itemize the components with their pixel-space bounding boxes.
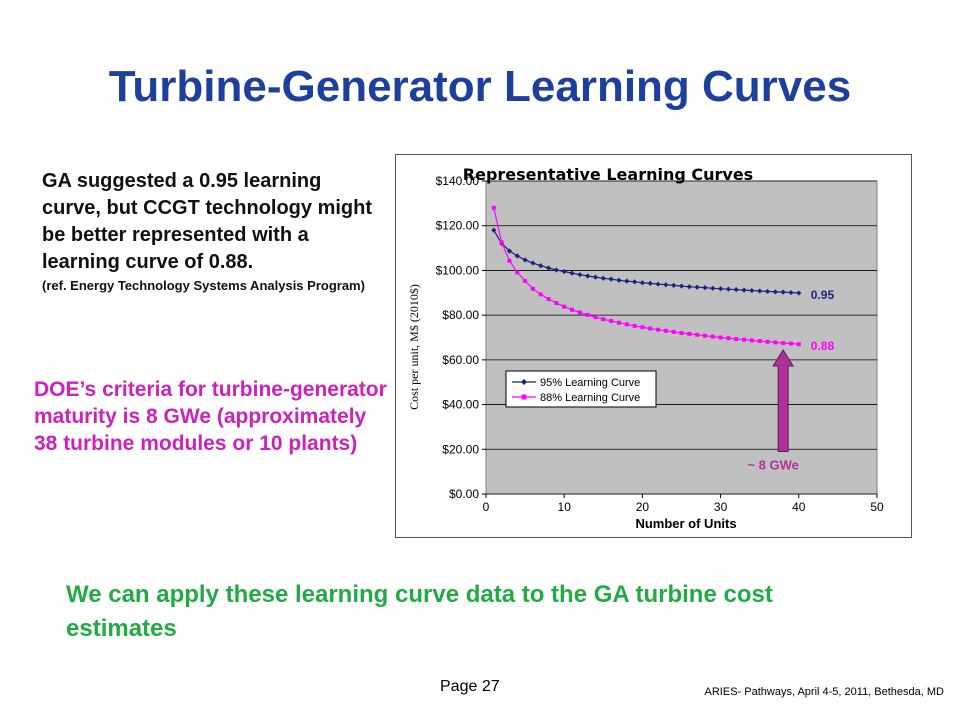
- slide-title: Turbine-Generator Learning Curves: [108, 62, 852, 111]
- data-point-88: [702, 333, 707, 338]
- data-point-88: [734, 337, 739, 342]
- y-tick-label: $40.00: [442, 398, 479, 412]
- x-tick-label: 30: [714, 500, 728, 514]
- legend-marker: [521, 394, 527, 400]
- data-point-88: [491, 205, 496, 210]
- chart-title: Representative Learning Curves: [463, 165, 753, 184]
- data-point-88: [710, 334, 715, 339]
- data-point-95: [522, 257, 528, 263]
- x-tick-label: 10: [558, 500, 572, 514]
- data-point-88: [538, 292, 543, 297]
- y-tick-label: $0.00: [449, 487, 479, 501]
- data-point-88: [616, 320, 621, 325]
- data-point-88: [507, 258, 512, 263]
- axis-layer: $0.00 $20.00 $40.00 $60.00 $80.00 $100.00 $120…: [436, 174, 884, 514]
- chart-svg: $0.00 $20.00 $40.00 $60.00 $80.00 $100.00 $120…: [407, 165, 884, 531]
- plot-area-layer: [485, 180, 878, 495]
- learning-curve-chart: $0.00 $20.00 $40.00 $60.00 $80.00 $100.00 $120…: [395, 154, 912, 538]
- ga-note: GA suggested a 0.95 learning curve, but …: [42, 168, 377, 294]
- data-point-88: [562, 304, 567, 309]
- data-point-95: [780, 289, 786, 295]
- x-tick-label: 50: [870, 500, 884, 514]
- y-tick-label: $80.00: [442, 308, 479, 322]
- data-point-88: [601, 317, 606, 322]
- data-point-88: [554, 301, 559, 306]
- data-point-88: [656, 327, 661, 332]
- y-tick-label: $100.00: [436, 263, 480, 277]
- legend-marker: [521, 379, 527, 385]
- data-point-95: [553, 267, 559, 273]
- data-point-95: [514, 253, 520, 259]
- data-point-88: [609, 318, 614, 323]
- label-layer: 0.95 0.88 95% Learning Curve 88% Learning C…: [505, 288, 835, 473]
- data-point-88: [648, 326, 653, 331]
- data-point-88: [773, 340, 778, 345]
- y-tick-label: $20.00: [442, 442, 479, 456]
- data-point-88: [577, 310, 582, 315]
- data-point-88: [757, 339, 762, 344]
- annotation-label: ~ 8 GWe: [747, 458, 798, 473]
- data-point-88: [546, 297, 551, 302]
- data-point-95: [741, 287, 747, 293]
- data-point-88: [624, 322, 629, 327]
- data-point-88: [671, 329, 676, 334]
- data-point-88: [663, 328, 668, 333]
- data-point-95: [796, 290, 802, 296]
- x-tick-label: 0: [483, 500, 490, 514]
- x-tick-label: 40: [792, 500, 806, 514]
- data-point-88: [570, 307, 575, 312]
- plot-area: [485, 180, 878, 495]
- data-point-88: [695, 332, 700, 337]
- footer-text: ARIES- Pathways, April 4-5, 2011, Bethes…: [704, 686, 944, 698]
- data-point-95: [686, 284, 692, 290]
- y-tick-label: $120.00: [436, 219, 480, 233]
- maturity-arrow: [772, 349, 795, 453]
- data-point-88: [515, 270, 520, 275]
- data-point-95: [788, 289, 794, 296]
- y-tick-label: $60.00: [442, 353, 479, 367]
- data-point-88: [726, 336, 731, 341]
- series-end-label: 0.95: [811, 288, 835, 302]
- data-point-88: [499, 240, 504, 245]
- data-point-88: [765, 339, 770, 344]
- data-point-95: [757, 288, 763, 294]
- ga-note-reference: (ref. Energy Technology Systems Analysis…: [42, 278, 365, 293]
- data-point-88: [640, 325, 645, 330]
- legend-label: 95% Learning Curve: [540, 377, 640, 389]
- data-point-95: [764, 288, 771, 295]
- doe-criteria-note: DOE’s criteria for turbine-generator mat…: [34, 378, 387, 455]
- data-point-88: [530, 286, 535, 291]
- data-point-88: [679, 331, 684, 336]
- series-line-1: [493, 229, 799, 294]
- data-point-88: [632, 323, 637, 328]
- y-tick-label: $140.00: [436, 174, 480, 188]
- data-point-95: [772, 289, 778, 295]
- data-point-88: [593, 315, 598, 320]
- series-line-2: [493, 207, 799, 345]
- data-point-88: [788, 341, 793, 346]
- data-point-88: [585, 312, 590, 317]
- ga-note-main: GA suggested a 0.95 learning curve, but …: [42, 170, 373, 273]
- page-number: Page 27: [440, 678, 500, 695]
- data-point-95: [733, 287, 739, 293]
- data-point-95: [655, 281, 661, 287]
- data-point-95: [749, 287, 755, 294]
- data-point-88: [718, 335, 723, 340]
- data-point-88: [749, 338, 754, 343]
- data-point-88: [796, 342, 801, 347]
- legend-box: [505, 370, 657, 408]
- data-point-95: [545, 265, 552, 271]
- data-point-88: [687, 331, 692, 336]
- y-axis-label: Cost per unit, M$ (2010$): [407, 284, 421, 410]
- x-axis-label: Number of Units: [635, 516, 736, 531]
- data-point-95: [671, 282, 677, 289]
- legend-label: 88% Learning Curve: [540, 392, 640, 404]
- x-tick-label: 20: [636, 500, 650, 514]
- data-point-88: [742, 337, 747, 342]
- data-point-88: [781, 341, 786, 346]
- data-point-88: [523, 278, 528, 283]
- conclusion-text: We can apply these learning curve data t…: [66, 581, 773, 642]
- series-end-label: 0.88: [811, 339, 835, 353]
